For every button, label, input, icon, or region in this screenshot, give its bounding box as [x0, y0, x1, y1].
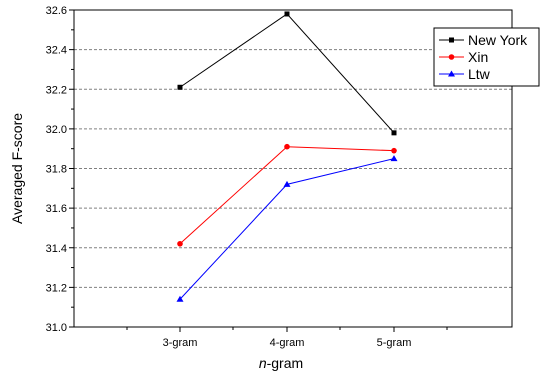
legend-label-xin: Xin	[468, 49, 488, 65]
data-point-xin	[391, 147, 397, 154]
data-point-xin	[284, 143, 290, 150]
series-line-ltw	[179, 158, 395, 300]
y-tick-label: 32.0	[46, 124, 67, 136]
legend-marker-xin	[448, 54, 455, 60]
series-xin	[177, 143, 397, 247]
data-point-ltw	[283, 180, 291, 187]
y-axis-title: Averaged F-score	[9, 113, 25, 224]
series-new-york	[177, 11, 397, 136]
series-ltw	[176, 155, 398, 302]
series-line-xin	[179, 146, 395, 245]
y-tick-label: 32.6	[46, 5, 67, 17]
x-axis-title-italic: n	[259, 355, 267, 371]
x-axis-title-rest: -gram	[267, 355, 304, 371]
x-tick-label: 4-gram	[270, 337, 305, 349]
data-point-ltw	[176, 295, 184, 302]
y-tick-label: 31.2	[46, 282, 67, 294]
legend-marker-new-york	[449, 37, 454, 43]
legend-marker-ltw	[448, 70, 455, 77]
x-axis-title: n-gram	[259, 355, 303, 371]
data-point-ltw	[390, 155, 398, 162]
data-point-new-york	[284, 11, 290, 17]
axis-ticks: 31.0 31.2 31.4 31.6 31.8 32.0 32.2 32.4 32.6 3-gr…	[46, 5, 448, 349]
series-line-new-york	[179, 13, 395, 134]
x-tick-label: 3-gram	[163, 337, 198, 349]
data-point-xin	[177, 240, 183, 247]
y-tick-label: 31.0	[46, 322, 67, 334]
x-tick-label: 5-gram	[377, 337, 412, 349]
legend-label-ltw: Ltw	[468, 66, 491, 82]
data-point-new-york	[391, 130, 397, 136]
data-point-new-york	[177, 84, 183, 90]
y-tick-label: 31.6	[46, 203, 67, 215]
series-layer	[176, 11, 398, 302]
y-tick-label: 32.4	[46, 45, 67, 57]
y-tick-label: 31.4	[46, 243, 67, 255]
y-tick-label: 32.2	[46, 84, 67, 96]
y-tick-label: 31.8	[46, 164, 67, 176]
legend-label-new-york: New York	[468, 32, 528, 48]
